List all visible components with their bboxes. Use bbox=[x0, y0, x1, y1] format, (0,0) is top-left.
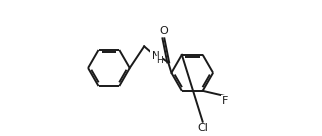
Text: F: F bbox=[222, 96, 228, 106]
Text: H: H bbox=[156, 56, 163, 65]
Text: Cl: Cl bbox=[197, 123, 208, 133]
Text: O: O bbox=[159, 26, 168, 36]
Text: N: N bbox=[152, 51, 159, 61]
